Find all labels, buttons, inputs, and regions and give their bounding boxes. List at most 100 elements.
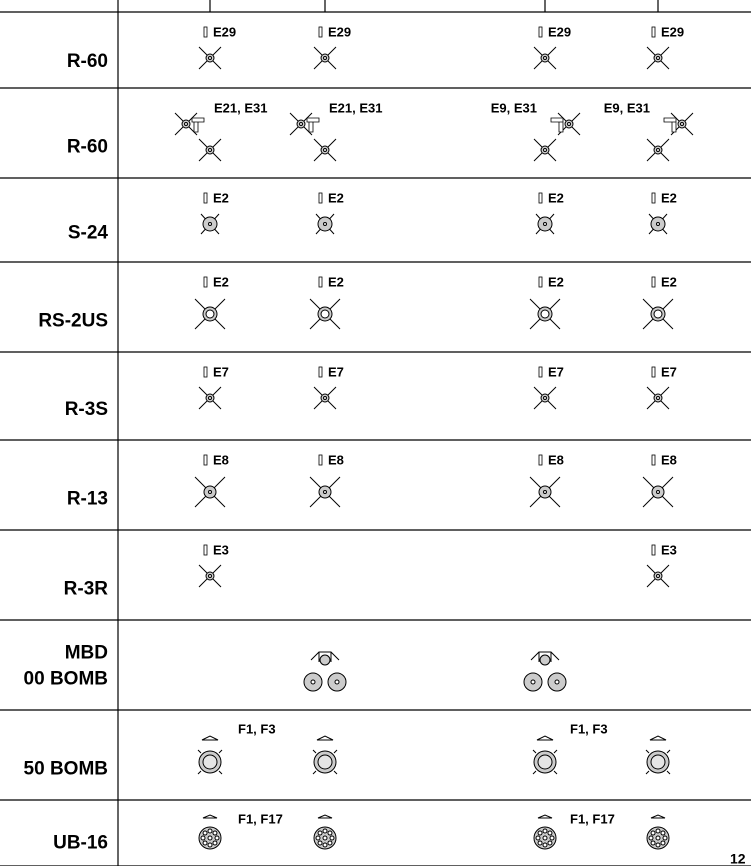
pylon-icon: [197, 735, 223, 775]
pylon-mark: [651, 276, 656, 288]
body-center: [656, 56, 660, 60]
pylon-mark: [203, 192, 208, 204]
body-center: [208, 574, 212, 578]
station-note: E9, E31: [491, 100, 537, 115]
pylon-mark: [651, 192, 656, 204]
body-center: [323, 148, 327, 152]
station-note: E7: [213, 364, 229, 379]
row-label: R-3S: [65, 399, 108, 420]
pylon-icon: [198, 138, 222, 162]
pylon-icon: [642, 476, 674, 508]
tube: [648, 835, 654, 841]
pylon-mark: [203, 366, 208, 378]
pylon-icon: [194, 298, 226, 330]
body-center: [323, 396, 327, 400]
tube: [327, 830, 333, 836]
tube: [547, 840, 553, 846]
body-inner: [650, 754, 666, 770]
body-center: [543, 148, 547, 152]
pylon-mark: [651, 26, 656, 38]
body-center: [656, 148, 660, 152]
lug: [201, 735, 219, 741]
station-note: E21, E31: [329, 100, 383, 115]
tube: [655, 828, 661, 834]
station-note: E2: [328, 274, 344, 289]
body-center: [323, 490, 327, 494]
pylon-mark: [651, 454, 656, 466]
bomb-center: [334, 679, 340, 685]
pylon-icon: [315, 213, 335, 235]
pylon-mark: [318, 276, 323, 288]
station-note: E7: [661, 364, 677, 379]
station-note: E2: [328, 190, 344, 205]
tube: [655, 835, 661, 841]
tube: [650, 840, 656, 846]
pylon-icon: [198, 46, 222, 70]
lug: [537, 814, 553, 819]
row-label: 00 BOMB: [24, 668, 108, 689]
bomb: [539, 654, 551, 666]
row-label: UB-16: [53, 833, 108, 854]
pylon-mark: [538, 276, 543, 288]
pylon-mark: [538, 192, 543, 204]
row-label: R-60: [67, 136, 108, 157]
pylon-icon: [646, 386, 670, 410]
tube: [542, 842, 548, 848]
page-number: 12: [730, 851, 746, 866]
pylon-icon: [533, 46, 557, 70]
pylon-icon: [174, 112, 198, 136]
tube: [655, 842, 661, 848]
pylon-mark: [538, 454, 543, 466]
body-center: [543, 222, 547, 226]
bomb-center: [530, 679, 536, 685]
tube: [322, 835, 328, 841]
row-label: 50 BOMB: [24, 758, 108, 779]
pylon-icon: [312, 735, 338, 775]
pylon-icon: [646, 814, 670, 850]
pylon-mark: [318, 454, 323, 466]
pylon-mark: [203, 544, 208, 556]
pylon-icon: [313, 138, 337, 162]
rack: [310, 651, 340, 662]
pylon-mark: [203, 276, 208, 288]
station-note: E7: [328, 364, 344, 379]
body-inner: [202, 754, 218, 770]
tube: [212, 840, 218, 846]
adapter: [663, 117, 677, 133]
body-center: [680, 122, 684, 126]
station-note: E2: [548, 190, 564, 205]
station-note: E29: [661, 24, 684, 39]
station-note: E2: [213, 190, 229, 205]
pylon-icon: [529, 298, 561, 330]
station-note: E8: [548, 452, 564, 467]
pylon-mark: [318, 192, 323, 204]
pylon-icon: [533, 814, 557, 850]
body-center: [323, 222, 327, 226]
body-center: [656, 490, 660, 494]
pylon-icon: [309, 476, 341, 508]
lug: [202, 814, 218, 819]
pylon-icon: [200, 213, 220, 235]
pylon-icon: [194, 476, 226, 508]
station-note: E7: [548, 364, 564, 379]
pylon-icon: [309, 298, 341, 330]
pylon-icon: [535, 213, 555, 235]
adapter: [306, 117, 320, 133]
fin: [197, 749, 223, 775]
body-ring: [205, 309, 215, 319]
pylon-icon: [642, 298, 674, 330]
tube: [537, 830, 543, 836]
tube: [207, 842, 213, 848]
station-note: F1, F17: [570, 811, 615, 826]
pylon-icon: [645, 735, 671, 775]
row-label: S-24: [68, 222, 109, 243]
tube: [535, 835, 541, 841]
tube: [214, 835, 220, 841]
tube: [549, 835, 555, 841]
body-ring: [540, 309, 550, 319]
body-center: [656, 574, 660, 578]
tube: [329, 835, 335, 841]
tube: [660, 830, 666, 836]
pylon-icon: [198, 814, 222, 850]
